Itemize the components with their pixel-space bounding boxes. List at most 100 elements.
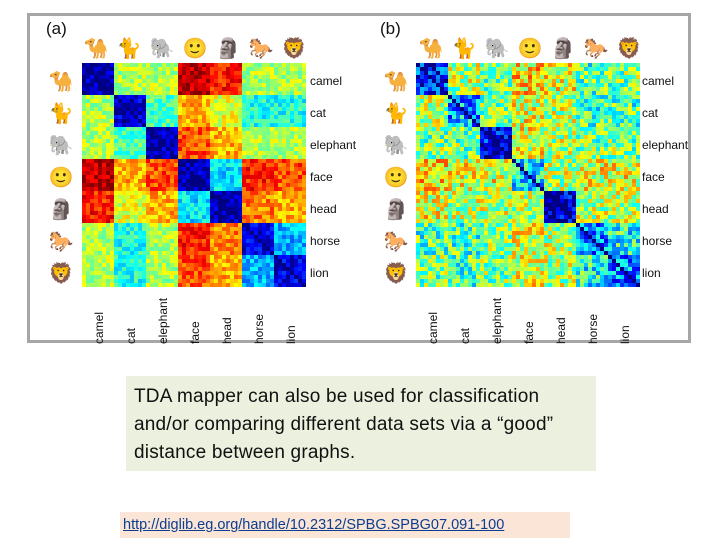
- cell-elephant-cat: [114, 127, 147, 160]
- column-label-horse: horse: [576, 292, 608, 344]
- lion-icon: 🦁: [48, 263, 74, 285]
- row-label-face: face: [310, 170, 333, 184]
- cell-cat-face: [512, 95, 545, 128]
- cell-horse-elephant: [480, 223, 513, 256]
- cell-head-cat: [114, 191, 147, 224]
- cell-face-horse: [242, 159, 275, 192]
- column-label-text: head: [554, 317, 568, 344]
- face-icon: 🙂: [48, 167, 74, 189]
- cell-camel-camel: [82, 63, 115, 96]
- head-icon: 🗿: [383, 199, 409, 221]
- cell-horse-camel: [416, 223, 449, 256]
- cell-head-face: [512, 191, 545, 224]
- cell-lion-cat: [448, 255, 481, 288]
- panel-a-top-icons: 🐪 🐈 🐘 🙂 🗿 🐎 🦁: [81, 34, 309, 64]
- face-icon: 🙂: [383, 167, 409, 189]
- cell-head-camel: [416, 191, 449, 224]
- column-label-horse: horse: [242, 292, 274, 344]
- column-label-cat: cat: [448, 292, 480, 344]
- cell-camel-elephant: [480, 63, 513, 96]
- column-label-text: face: [522, 321, 536, 344]
- cell-face-camel: [82, 159, 115, 192]
- cell-camel-head: [210, 63, 243, 96]
- cell-camel-camel: [416, 63, 449, 96]
- column-label-face: face: [178, 292, 210, 344]
- row-label-cat: cat: [310, 106, 327, 120]
- cell-face-face: [178, 159, 211, 192]
- elephant-icon: 🐘: [48, 135, 74, 157]
- cell-cat-elephant: [480, 95, 513, 128]
- cell-face-head: [210, 159, 243, 192]
- cell-elephant-horse: [576, 127, 609, 160]
- panel-a-row-labels: camel cat elephant face head horse lion: [310, 65, 356, 289]
- camel-icon: 🐪: [83, 38, 109, 60]
- cell-head-head: [210, 191, 243, 224]
- reference-link-box: http://diglib.eg.org/handle/10.2312/SPBG…: [120, 512, 570, 538]
- cell-face-elephant: [146, 159, 179, 192]
- cell-cat-face: [178, 95, 211, 128]
- column-label-head: head: [544, 292, 576, 344]
- row-label-face: face: [642, 170, 665, 184]
- column-label-text: horse: [252, 313, 266, 344]
- cell-elephant-camel: [82, 127, 115, 160]
- cell-face-face: [512, 159, 545, 192]
- cell-head-camel: [82, 191, 115, 224]
- column-label-text: elephant: [490, 297, 504, 344]
- cell-horse-camel: [82, 223, 115, 256]
- cell-lion-cat: [114, 255, 147, 288]
- head-icon: 🗿: [215, 38, 241, 60]
- panel-b-label: (b): [380, 19, 401, 38]
- cat-icon: 🐈: [48, 103, 74, 125]
- column-label-text: cat: [458, 327, 472, 344]
- horse-icon: 🐎: [48, 231, 74, 253]
- cell-horse-face: [512, 223, 545, 256]
- panel-b-side-icons: 🐪 🐈 🐘 🙂 🗿 🐎 🦁: [381, 66, 411, 290]
- row-label-cat: cat: [642, 106, 659, 120]
- column-label-head: head: [210, 292, 242, 344]
- cell-cat-horse: [576, 95, 609, 128]
- face-icon: 🙂: [517, 38, 543, 60]
- panel-b-row-labels: camel cat elephant face head horse lion: [642, 65, 688, 289]
- cell-lion-face: [178, 255, 211, 288]
- cell-elephant-lion: [274, 127, 307, 160]
- horse-icon: 🐎: [383, 231, 409, 253]
- row-label-elephant: elephant: [642, 138, 689, 152]
- cell-cat-cat: [114, 95, 147, 128]
- head-icon: 🗿: [48, 199, 74, 221]
- cell-lion-elephant: [146, 255, 179, 288]
- cat-icon: 🐈: [116, 38, 142, 60]
- camel-icon: 🐪: [383, 71, 409, 93]
- face-icon: 🙂: [182, 38, 208, 60]
- cell-lion-lion: [274, 255, 307, 288]
- panel-a-distance-matrix: [82, 63, 307, 288]
- cell-face-camel: [416, 159, 449, 192]
- row-label-elephant: elephant: [310, 138, 357, 152]
- cell-cat-cat: [448, 95, 481, 128]
- column-label-lion: lion: [608, 292, 640, 344]
- cell-horse-cat: [448, 223, 481, 256]
- reference-link[interactable]: http://diglib.eg.org/handle/10.2312/SPBG…: [123, 517, 505, 533]
- cell-horse-horse: [242, 223, 275, 256]
- column-label-text: lion: [284, 325, 298, 344]
- cell-lion-head: [210, 255, 243, 288]
- panel-a-side-icons: 🐪 🐈 🐘 🙂 🗿 🐎 🦁: [46, 66, 76, 290]
- cell-horse-head: [210, 223, 243, 256]
- column-label-cat: cat: [114, 292, 146, 344]
- cell-elephant-elephant: [146, 127, 179, 160]
- cell-face-head: [544, 159, 577, 192]
- row-label-horse: horse: [642, 234, 673, 248]
- horse-icon: 🐎: [248, 38, 274, 60]
- cell-face-lion: [608, 159, 641, 192]
- column-label-lion: lion: [274, 292, 306, 344]
- cell-camel-horse: [576, 63, 609, 96]
- column-label-text: cat: [124, 327, 138, 344]
- column-label-elephant: elephant: [480, 292, 512, 344]
- cell-lion-camel: [82, 255, 115, 288]
- cell-camel-lion: [608, 63, 641, 96]
- column-label-text: elephant: [156, 297, 170, 344]
- figure-frame: (a) 🐪 🐈 🐘 🙂 🗿 🐎 🦁 🐪 🐈 🐘 🙂 🗿 🐎 🦁 camel cat elephant face…: [27, 13, 691, 344]
- column-label-camel: camel: [82, 292, 114, 344]
- panel-a-column-labels: camel cat elephant face head horse lion: [82, 292, 306, 344]
- cell-elephant-head: [210, 127, 243, 160]
- cell-elephant-face: [512, 127, 545, 160]
